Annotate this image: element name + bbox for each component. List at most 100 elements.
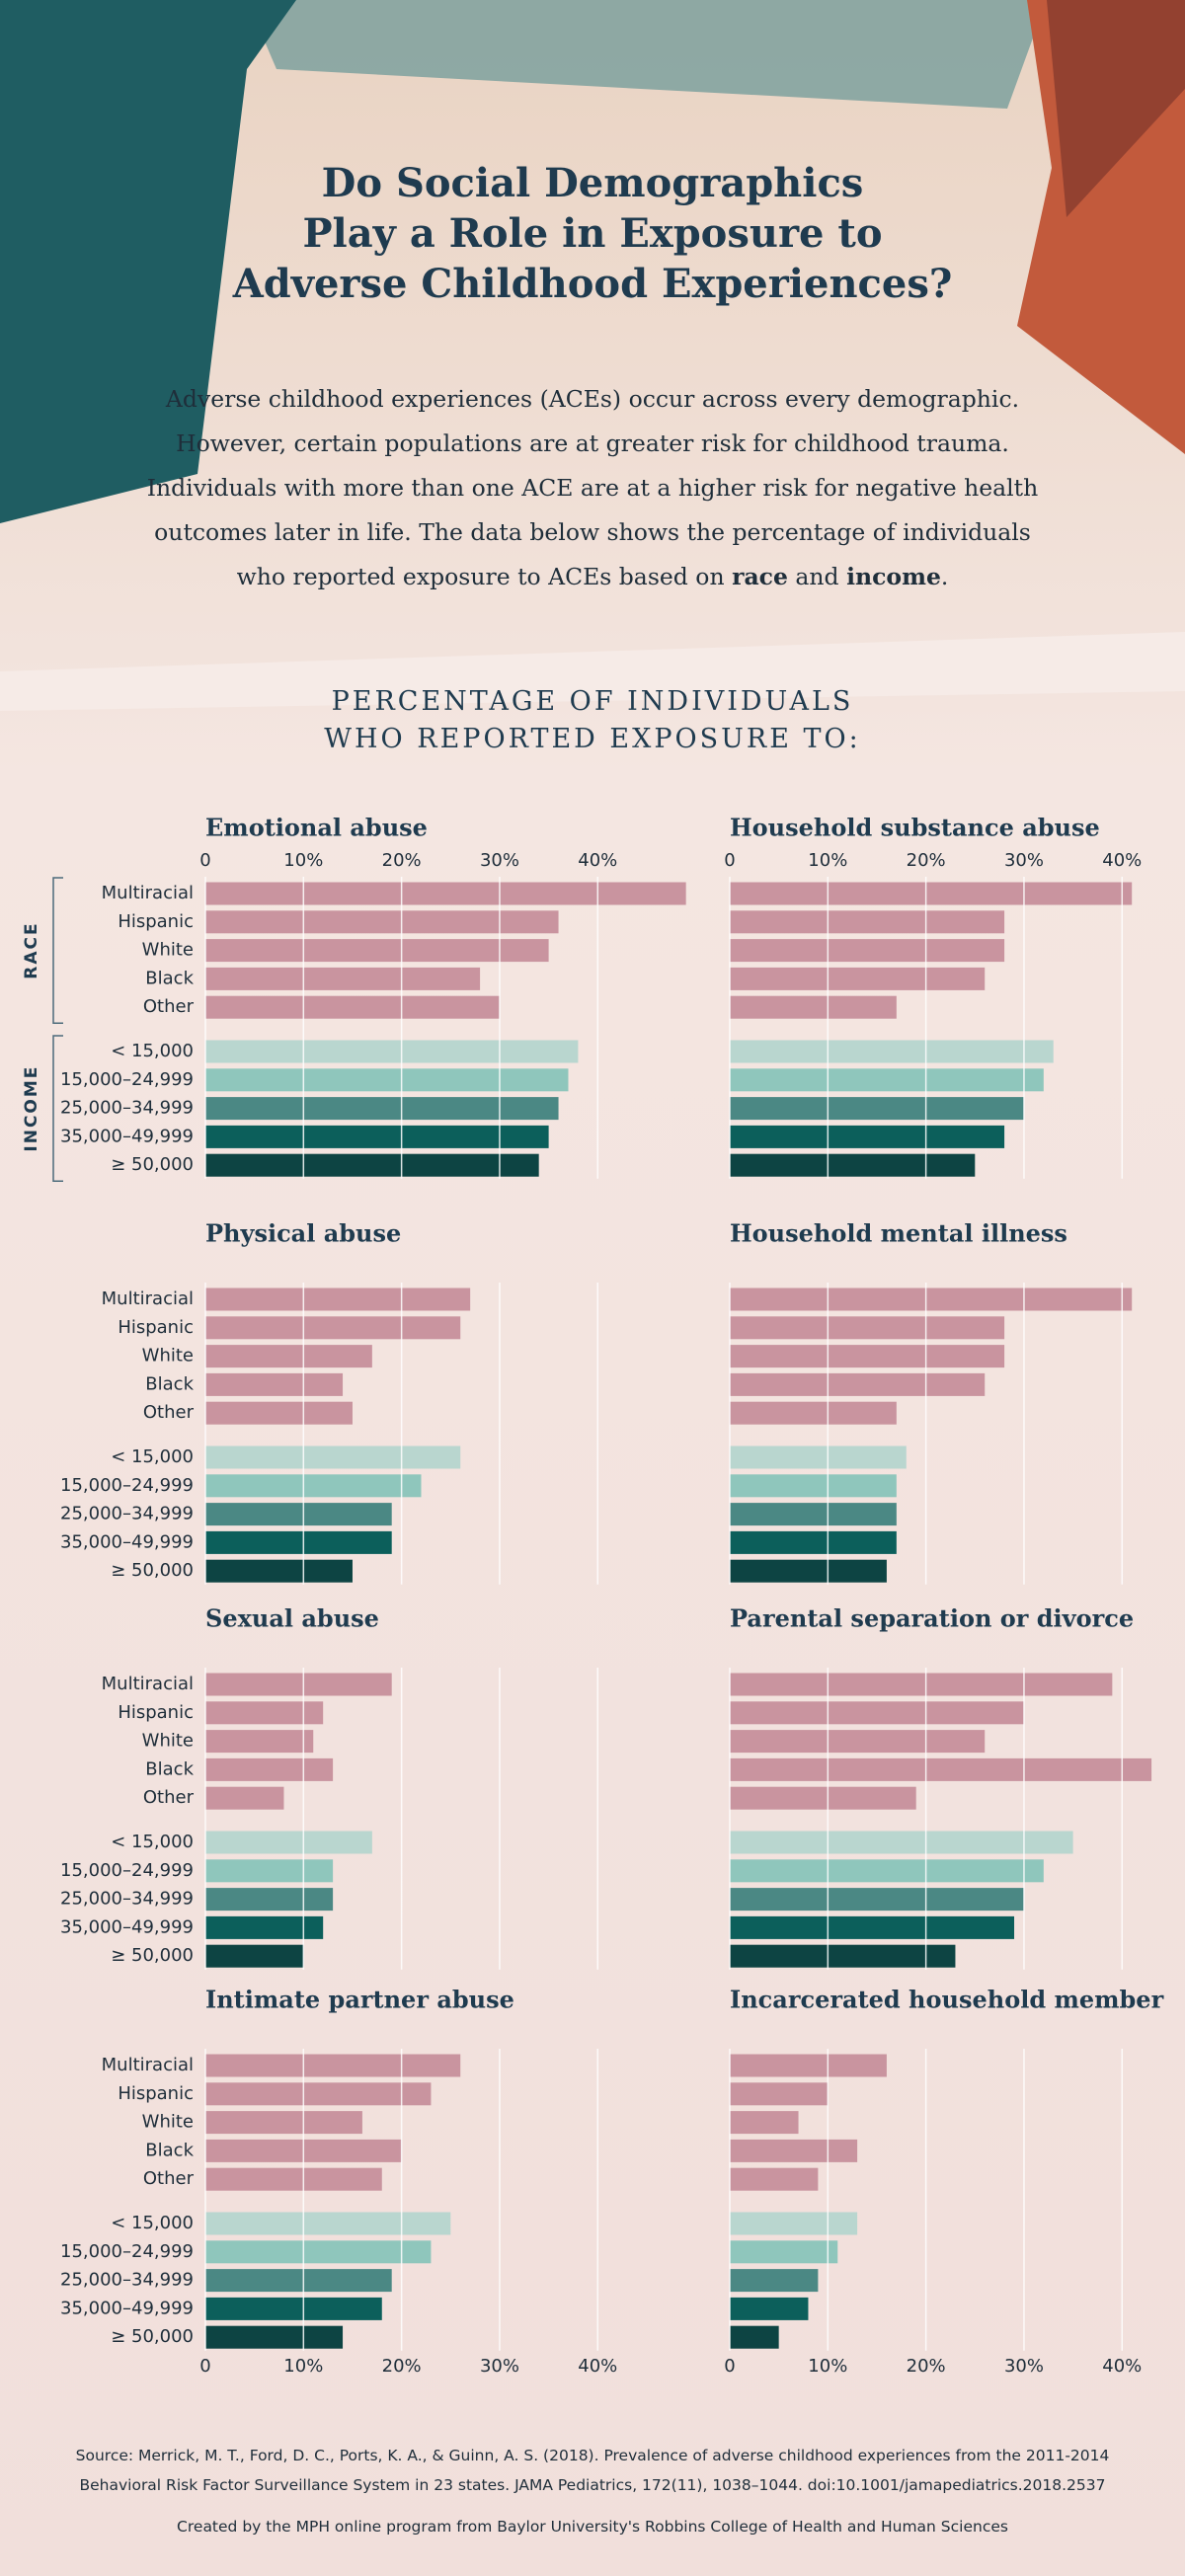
title-line: Adverse Childhood Experiences? (232, 261, 953, 307)
bar (205, 939, 549, 963)
intro: Adverse childhood experiences (ACEs) occ… (128, 377, 1057, 599)
bar (205, 2297, 382, 2320)
background-shape (0, 0, 296, 523)
bar (205, 2325, 344, 2349)
category-label: Multiracial (102, 1674, 194, 1694)
x-tick-label: 30% (1004, 2356, 1044, 2377)
category-label: Hispanic (118, 911, 194, 932)
bar (205, 1757, 334, 1781)
intro-bold: income (846, 563, 941, 590)
bar (205, 995, 500, 1019)
group-label: INCOME (22, 1065, 41, 1152)
chart-title: Sexual abuse (205, 1604, 379, 1633)
category-label: ≥ 50,000 (111, 1945, 194, 1966)
category-label: ≥ 50,000 (111, 2326, 194, 2347)
bar (730, 1153, 976, 1177)
background-shape (247, 0, 1047, 109)
category-label: 15,000–24,999 (60, 2241, 194, 2262)
bar (730, 1345, 1005, 1368)
bar (205, 2167, 382, 2191)
category-label: White (142, 2112, 194, 2133)
category-label: 25,000–34,999 (60, 1098, 194, 1119)
bar (730, 2212, 858, 2235)
bar (205, 1831, 372, 1854)
x-tick-label: 0 (724, 850, 735, 871)
section-heading: PERCENTAGE OF INDIVIDUALS WHO REPORTED E… (0, 683, 1185, 758)
chart-title: Incarcerated household member (730, 1986, 1164, 2014)
chart-title: Intimate partner abuse (205, 1986, 514, 2014)
bar (730, 1673, 1113, 1696)
bar (205, 910, 559, 934)
x-tick-label: 30% (480, 2356, 519, 2377)
category-label: Other (143, 1787, 195, 1808)
x-tick-label: 40% (1102, 850, 1142, 871)
x-tick-label: 0 (199, 2356, 210, 2377)
bar (205, 1040, 579, 1063)
chart-title: Emotional abuse (205, 814, 428, 842)
x-tick-label: 30% (1004, 850, 1044, 871)
charts: Emotional abuse Multiracial Hispanic White B… (22, 814, 1164, 2378)
x-tick-label: 20% (907, 850, 946, 871)
category-label: 15,000–24,999 (60, 1860, 194, 1881)
category-label: Hispanic (118, 1317, 194, 1338)
x-tick-label: 20% (907, 2356, 946, 2377)
x-tick-label: 30% (480, 850, 519, 871)
category-label: 25,000–34,999 (60, 2270, 194, 2291)
bar (730, 1786, 916, 1810)
bar (730, 967, 986, 990)
bar (205, 1401, 353, 1425)
bar (205, 1559, 353, 1583)
bar (730, 1316, 1005, 1340)
bar (730, 1701, 1024, 1725)
bar (205, 1888, 334, 1912)
bar (730, 2297, 809, 2320)
bar (730, 2269, 819, 2293)
category-label: Multiracial (102, 2055, 194, 2075)
bar (730, 2111, 799, 2135)
source: Source: Merrick, M. T., Ford, D. C., Por… (0, 2441, 1185, 2500)
bar (205, 1859, 334, 1883)
source-line: Source: Merrick, M. T., Ford, D. C., Por… (75, 2447, 1110, 2464)
x-tick-label: 10% (808, 2356, 847, 2377)
bar (730, 1401, 897, 1425)
x-tick-label: 10% (283, 2356, 323, 2377)
bar (730, 1040, 1054, 1063)
bar (205, 882, 686, 905)
bar (730, 1097, 1024, 1121)
bar (730, 995, 897, 1019)
bar (730, 1530, 897, 1554)
bar (730, 1372, 986, 1396)
heading-line: PERCENTAGE OF INDIVIDUALS (331, 686, 854, 717)
x-tick-label: 40% (578, 2356, 617, 2377)
bar (730, 939, 1005, 963)
intro-text: . (940, 563, 949, 590)
bar (730, 1288, 1133, 1311)
bar (205, 1786, 284, 1810)
chart-title: Household mental illness (730, 1219, 1067, 1248)
category-label: 15,000–24,999 (60, 1069, 194, 1090)
bar (730, 1757, 1152, 1781)
category-label: Hispanic (118, 1702, 194, 1723)
category-label: Other (143, 1402, 195, 1423)
bar (205, 1345, 372, 1368)
category-label: Multiracial (102, 883, 194, 903)
category-label: 25,000–34,999 (60, 1504, 194, 1524)
heading-line: WHO REPORTED EXPOSURE TO: (324, 724, 861, 754)
background-shape (1047, 0, 1185, 217)
category-label: Black (145, 2140, 194, 2160)
title-line: Do Social Demographics (321, 160, 864, 206)
bar (205, 1944, 304, 1968)
category-label: < 15,000 (111, 2213, 194, 2233)
bar (205, 2269, 392, 2293)
category-label: < 15,000 (111, 1832, 194, 1852)
bar (205, 2082, 432, 2106)
bar (730, 1125, 1005, 1148)
bar (205, 1503, 392, 1526)
category-label: ≥ 50,000 (111, 1154, 194, 1175)
bar (730, 2240, 838, 2264)
bar (205, 1125, 549, 1148)
category-label: Hispanic (118, 2083, 194, 2104)
x-tick-label: 10% (283, 850, 323, 871)
group-label: RACE (22, 921, 41, 978)
